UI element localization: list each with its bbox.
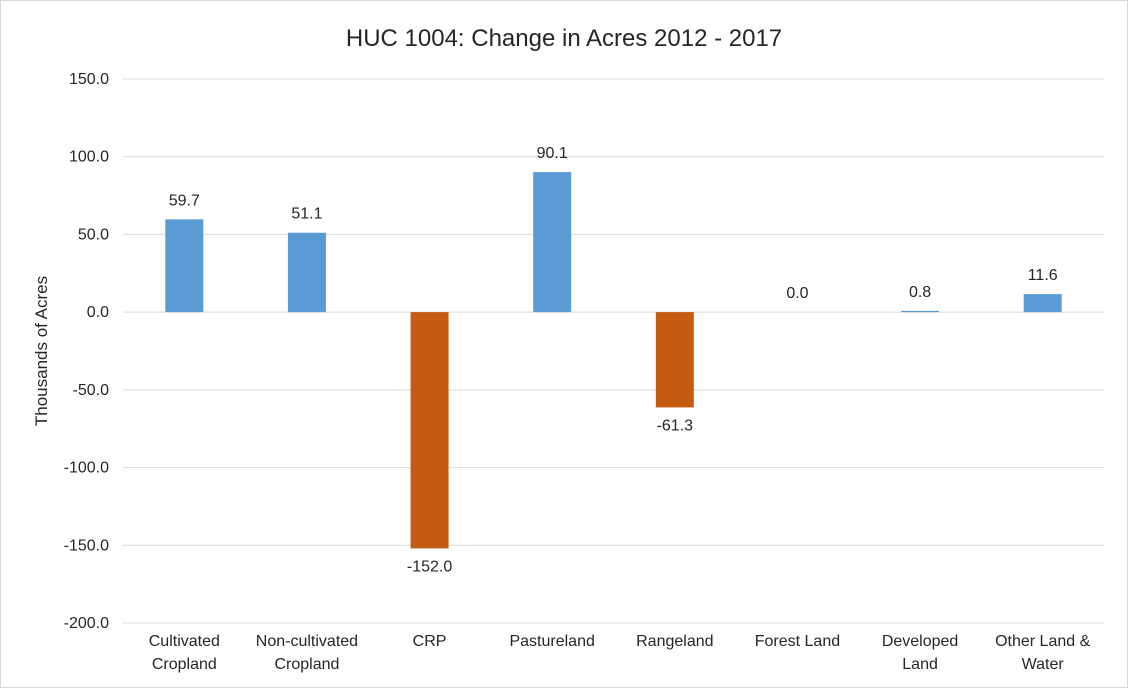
y-tick-label: -200.0	[64, 615, 109, 632]
bar	[165, 219, 204, 313]
bars	[165, 172, 1062, 549]
x-category-label: Forest Land	[755, 633, 840, 650]
x-axis-categories: Cultivated Cropland Non-cultivated Cropland…	[149, 633, 1091, 673]
y-tick-label: 150.0	[69, 71, 109, 88]
data-label: 11.6	[1028, 267, 1058, 284]
x-category-label: Cultivated	[149, 633, 220, 650]
x-category-label: Land	[902, 656, 938, 673]
x-category-label: Developed	[882, 633, 959, 650]
bar	[287, 232, 326, 313]
x-category-label: Cropland	[152, 656, 217, 673]
x-category-label: Pastureland	[509, 633, 594, 650]
bar	[901, 310, 940, 313]
bar	[410, 312, 449, 549]
bar	[655, 312, 694, 408]
data-label: 59.7	[169, 192, 200, 209]
x-category-label: Other Land &	[995, 633, 1091, 650]
y-axis-ticks: 150.0 100.0 50.0 0.0 -50.0 -100.0 -150.0 -200.0	[64, 71, 109, 632]
y-tick-label: -50.0	[73, 382, 110, 399]
x-category-label: Water	[1022, 656, 1065, 673]
y-tick-label: -100.0	[64, 460, 109, 477]
x-category-label: Non-cultivated	[256, 633, 358, 650]
chart-title: HUC 1004: Change in Acres 2012 - 2017	[346, 25, 782, 52]
y-axis-label: Thousands of Acres	[32, 276, 51, 426]
data-label: 51.1	[291, 206, 322, 223]
x-category-label: Rangeland	[636, 633, 713, 650]
bar	[533, 172, 572, 313]
y-tick-label: 50.0	[78, 226, 109, 243]
y-tick-label: -150.0	[64, 537, 109, 554]
data-labels: 59.7 51.1 -152.0 90.1 -61.3 0.0 0.8 11.6	[169, 145, 1058, 575]
data-label: -61.3	[657, 417, 694, 434]
data-label: 90.1	[537, 145, 568, 162]
y-tick-label: 0.0	[87, 304, 109, 321]
data-label: 0.8	[909, 284, 931, 301]
x-category-label: CRP	[413, 633, 447, 650]
y-tick-label: 100.0	[69, 149, 109, 166]
data-label: -152.0	[407, 558, 452, 575]
data-label: 0.0	[786, 285, 808, 302]
x-category-label: Cropland	[274, 656, 339, 673]
gridlines	[123, 78, 1104, 624]
bar	[1023, 294, 1062, 313]
